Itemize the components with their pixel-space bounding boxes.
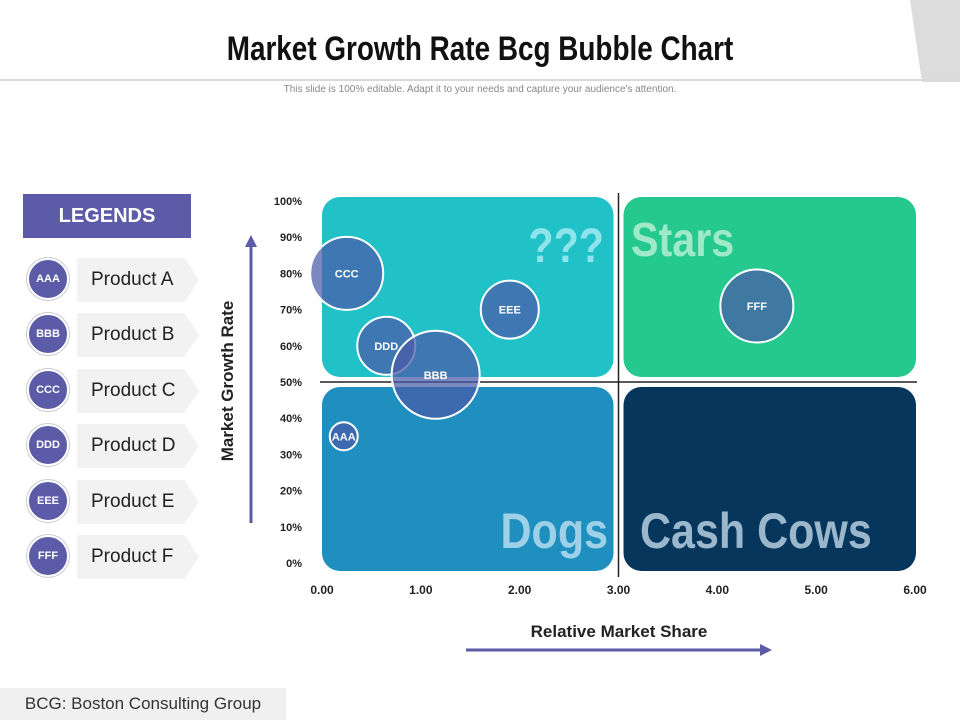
- x-tick-label: 2.00: [508, 583, 532, 597]
- page-subtitle: This slide is 100% editable. Adapt it to…: [283, 84, 677, 95]
- y-axis-title: Market Growth Rate: [218, 301, 237, 462]
- quadrant-label-dogs: Dogs: [501, 503, 608, 559]
- bubble-label-ccc: CCC: [335, 268, 359, 280]
- legend-item: FFF Product F: [27, 535, 207, 581]
- bubble-ccc: [309, 235, 385, 311]
- legend-item: CCC Product C: [27, 369, 207, 415]
- bubble-label-ddd: DDD: [374, 341, 398, 353]
- quadrant-label-question: ???: [528, 219, 604, 273]
- x-tick-label: 4.00: [706, 583, 730, 597]
- x-tick-label: 5.00: [804, 583, 828, 597]
- x-tick-label: 0.00: [310, 583, 334, 597]
- legend-item: DDD Product D: [27, 424, 207, 470]
- title-bar: Market Growth Rate Bcg Bubble Chart: [0, 0, 960, 82]
- bubble-label-bbb: BBB: [424, 370, 448, 382]
- y-tick-label: 50%: [280, 377, 302, 389]
- bubble-aaa: [328, 421, 359, 452]
- legend-label: Product C: [77, 369, 199, 413]
- y-tick-label: 80%: [280, 268, 302, 280]
- y-tick-label: 70%: [280, 305, 302, 317]
- quadrant-label-cash-cows: Cash Cows: [640, 503, 872, 559]
- legend-item: EEE Product E: [27, 480, 207, 526]
- footer-note: BCG: Boston Consulting Group: [0, 688, 286, 720]
- y-tick-label: 10%: [280, 522, 302, 534]
- x-axis-arrow-head: [760, 644, 772, 656]
- y-tick-label: 40%: [280, 413, 302, 425]
- legend-item: AAA Product A: [27, 258, 207, 304]
- legend-bubble-icon: DDD: [27, 424, 69, 466]
- quadrant-dogs: [322, 387, 614, 571]
- legend-bubble-icon: FFF: [27, 535, 69, 577]
- legend-bubble-icon: EEE: [27, 480, 69, 522]
- y-tick-label: 100%: [274, 196, 302, 208]
- legend-label: Product A: [77, 258, 199, 302]
- legend-title: LEGENDS: [23, 194, 191, 238]
- bubble-label-eee: EEE: [499, 305, 521, 317]
- title-divider: [0, 79, 960, 81]
- y-tick-label: 0%: [286, 558, 302, 570]
- bubble-bbb: [390, 329, 481, 420]
- x-tick-label: 3.00: [607, 583, 631, 597]
- bubble-eee: [479, 279, 540, 340]
- y-tick-label: 20%: [280, 486, 302, 498]
- y-axis-arrow-head: [245, 235, 257, 247]
- legend-label: Product D: [77, 424, 199, 468]
- legend-bubble-icon: CCC: [27, 369, 69, 411]
- x-tick-label: 1.00: [409, 583, 433, 597]
- legend-label: Product B: [77, 313, 199, 357]
- y-tick-label: 90%: [280, 232, 302, 244]
- legend-label: Product E: [77, 480, 199, 524]
- legend-bubble-icon: AAA: [27, 258, 69, 300]
- bubble-label-fff: FFF: [747, 301, 767, 313]
- legend-item: BBB Product B: [27, 313, 207, 359]
- x-tick-label: 6.00: [903, 583, 927, 597]
- bubble-label-aaa: AAA: [332, 431, 356, 443]
- quadrant-label-stars: Stars: [631, 213, 734, 267]
- x-axis-title: Relative Market Share: [531, 622, 708, 641]
- legend-bubble-icon: BBB: [27, 313, 69, 355]
- y-tick-label: 30%: [280, 449, 302, 461]
- bubble-fff: [719, 268, 795, 344]
- y-tick-label: 60%: [280, 341, 302, 353]
- legend-label: Product F: [77, 535, 199, 579]
- page-title: Market Growth Rate Bcg Bubble Chart: [226, 30, 734, 68]
- quadrant-cash-cows: [623, 387, 916, 571]
